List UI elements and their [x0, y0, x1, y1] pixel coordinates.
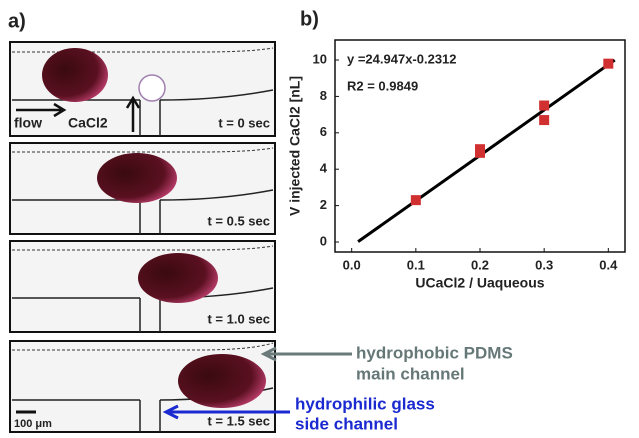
flow-label: flow [14, 115, 42, 131]
data-point [411, 195, 421, 205]
x-tick-label: 0.1 [407, 257, 425, 272]
annotation: hydrophilic glass [295, 394, 435, 413]
scale-bar-label: 100 μm [14, 418, 52, 430]
time-label: t = 1.0 sec [207, 311, 270, 326]
y-axis-label: V injected CaCl2 [nL] [287, 76, 303, 216]
frame: t = 1.0 sec [10, 241, 275, 332]
chart-title: b) [300, 8, 319, 30]
frame: flow CaCl2 t = 0 sec [10, 42, 275, 136]
y-tick-label: 2 [320, 197, 327, 212]
annotation: side channel [295, 414, 398, 433]
annotation: hydrophobic PDMS [356, 343, 513, 362]
fit-r2: R2 = 0.9849 [347, 78, 418, 93]
y-tick-label: 4 [320, 161, 328, 176]
x-axis-label: UCaCl2 / Uaqueous [415, 275, 544, 291]
arrow [264, 348, 352, 360]
panel-label: a) [8, 10, 26, 32]
time-label: t = 0.5 sec [207, 213, 270, 228]
y-tick-label: 0 [320, 233, 327, 248]
x-tick-label: 0.3 [535, 257, 553, 272]
data-point [539, 115, 549, 125]
frame: 100 μm t = 1.5 sec [10, 341, 275, 432]
time-label: t = 1.5 sec [207, 413, 270, 428]
y-tick-label: 8 [320, 88, 327, 103]
data-point [475, 144, 485, 154]
time-label: t = 0 sec [218, 115, 270, 130]
frame: t = 0.5 sec [10, 143, 275, 234]
figure: a) flow CaCl2 t = 0 sec t = 0.5 sec t = … [0, 0, 639, 438]
annotation: main channel [356, 364, 465, 383]
x-tick-label: 0.0 [343, 257, 361, 272]
x-tick-label: 0.2 [471, 257, 489, 272]
y-tick-label: 10 [313, 51, 327, 66]
x-tick-label: 0.4 [599, 257, 618, 272]
y-tick-label: 6 [320, 124, 327, 139]
reagent-label: CaCl2 [68, 115, 108, 131]
data-point [603, 59, 613, 69]
fit-equation: y =24.947x-0.2312 [347, 51, 457, 66]
data-point [539, 101, 549, 111]
